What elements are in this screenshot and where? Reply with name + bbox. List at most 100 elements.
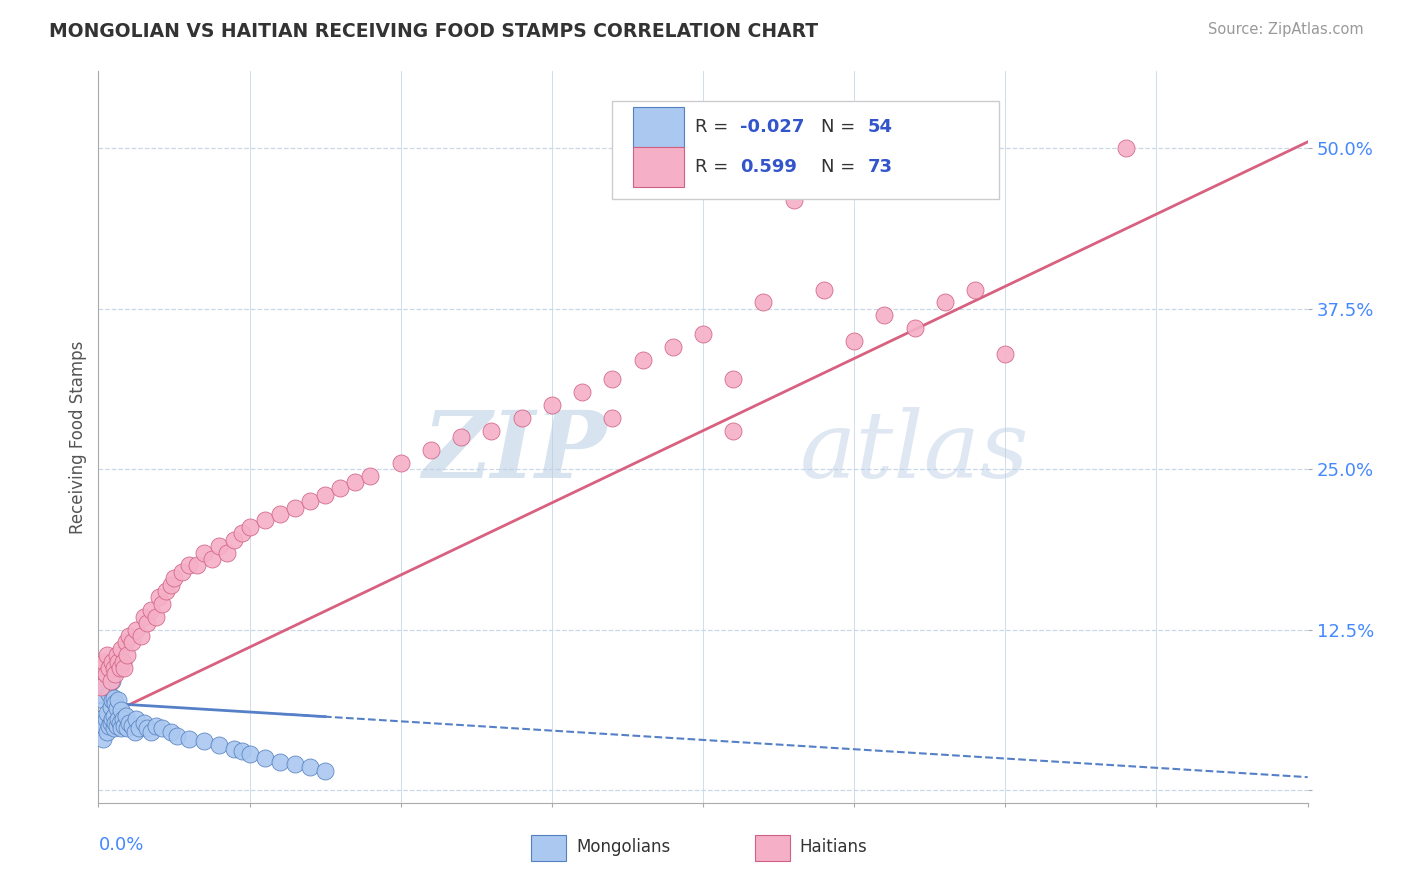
Point: [103, 661, 125, 675]
Point: [193, 734, 215, 748]
Point: [231, 526, 253, 541]
FancyBboxPatch shape: [633, 107, 683, 147]
Point: [105, 719, 128, 733]
Point: [98, 719, 121, 733]
Point: [450, 430, 472, 444]
Point: [104, 716, 127, 731]
Point: [965, 283, 987, 297]
Point: [540, 398, 562, 412]
Point: [602, 410, 624, 425]
Point: [1115, 141, 1137, 155]
Point: [253, 514, 276, 528]
Point: [107, 693, 129, 707]
Point: [135, 616, 157, 631]
Point: [128, 722, 150, 736]
Point: [160, 725, 183, 739]
Point: [118, 716, 141, 731]
FancyBboxPatch shape: [613, 101, 1000, 200]
Point: [118, 629, 141, 643]
Point: [101, 712, 124, 726]
Point: [208, 738, 231, 752]
Point: [299, 760, 322, 774]
Point: [103, 708, 125, 723]
Point: [124, 725, 146, 739]
Point: [481, 424, 503, 438]
FancyBboxPatch shape: [633, 147, 683, 187]
Point: [141, 603, 163, 617]
Point: [179, 731, 201, 746]
Point: [93, 719, 115, 733]
Point: [141, 725, 163, 739]
Point: [215, 545, 238, 559]
Point: [101, 673, 124, 688]
Point: [163, 571, 186, 585]
Point: [96, 648, 118, 663]
Point: [193, 545, 215, 559]
Point: [602, 372, 624, 386]
Text: ZIP: ZIP: [422, 407, 606, 497]
Point: [107, 712, 129, 726]
Point: [96, 725, 118, 739]
Point: [108, 716, 131, 731]
Point: [105, 701, 128, 715]
Text: Source: ZipAtlas.com: Source: ZipAtlas.com: [1208, 22, 1364, 37]
Text: 73: 73: [868, 158, 893, 177]
Point: [100, 699, 122, 714]
Point: [125, 623, 148, 637]
Point: [105, 648, 128, 663]
Text: MONGOLIAN VS HAITIAN RECEIVING FOOD STAMPS CORRELATION CHART: MONGOLIAN VS HAITIAN RECEIVING FOOD STAM…: [49, 22, 818, 41]
Point: [844, 334, 866, 348]
Point: [100, 716, 122, 731]
Text: N =: N =: [821, 158, 862, 177]
Point: [723, 372, 745, 386]
Point: [239, 747, 262, 761]
FancyBboxPatch shape: [755, 835, 790, 862]
Point: [93, 655, 115, 669]
Point: [344, 475, 367, 489]
Point: [170, 565, 193, 579]
Point: [269, 755, 291, 769]
Point: [904, 321, 927, 335]
Point: [329, 482, 352, 496]
Point: [104, 667, 127, 681]
Point: [201, 552, 224, 566]
Point: [101, 655, 124, 669]
Point: [934, 295, 956, 310]
Point: [107, 655, 129, 669]
Point: [110, 641, 132, 656]
Point: [160, 577, 183, 591]
Point: [873, 308, 896, 322]
Point: [571, 385, 593, 400]
Point: [104, 696, 127, 710]
Point: [98, 661, 121, 675]
Point: [155, 584, 177, 599]
Point: [179, 558, 201, 573]
Point: [224, 742, 246, 756]
Point: [129, 629, 152, 643]
Point: [253, 751, 276, 765]
Point: [299, 494, 322, 508]
Point: [360, 468, 382, 483]
Point: [100, 673, 122, 688]
Text: atlas: atlas: [800, 407, 1029, 497]
Point: [94, 712, 117, 726]
Point: [239, 520, 262, 534]
Point: [110, 703, 132, 717]
Point: [661, 340, 683, 354]
Point: [314, 764, 336, 778]
Point: [994, 346, 1017, 360]
Point: [145, 609, 167, 624]
Point: [111, 712, 134, 726]
Point: [115, 648, 138, 663]
Point: [186, 558, 208, 573]
Point: [692, 327, 714, 342]
Point: [108, 661, 131, 675]
Point: [114, 635, 136, 649]
Point: [420, 442, 443, 457]
Point: [91, 661, 114, 675]
Point: [115, 722, 138, 736]
Point: [208, 539, 231, 553]
Point: [94, 667, 117, 681]
Point: [783, 193, 806, 207]
Text: R =: R =: [695, 118, 734, 136]
